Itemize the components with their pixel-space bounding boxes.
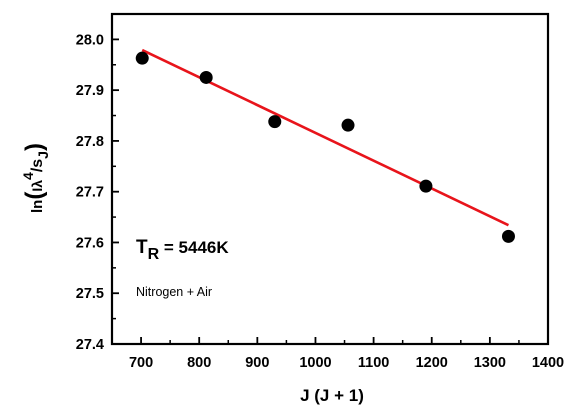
temperature-symbol: T <box>136 237 148 258</box>
y-title-sup: 4 <box>20 172 36 180</box>
data-points <box>135 51 515 243</box>
temperature-value: = 5446K <box>159 238 229 257</box>
y-title-slash: /s <box>29 159 46 172</box>
y-title-paren-open: ( <box>21 192 48 200</box>
data-point <box>501 229 515 243</box>
x-axis-title: J (J + 1) <box>300 386 364 405</box>
x-tick-label: 900 <box>245 355 269 371</box>
x-tick-label: 700 <box>129 355 153 371</box>
data-point <box>341 118 355 132</box>
x-tick-label: 1000 <box>299 355 331 371</box>
y-tick-label: 27.5 <box>76 286 104 302</box>
y-ticks <box>112 38 119 345</box>
x-tick-label: 1100 <box>358 355 389 371</box>
temperature-annotation: TR = 5446K <box>136 237 229 263</box>
x-tick-label: 800 <box>187 355 211 371</box>
y-tick-label: 28.0 <box>76 32 104 48</box>
x-ticks <box>140 337 549 344</box>
y-title-ln: ln <box>29 200 46 213</box>
data-point <box>419 179 433 193</box>
y-axis-title: ln(Iλ4/sJ) <box>20 143 51 213</box>
y-tick-labels: 27.4 27.5 27.6 27.7 27.8 27.9 28.0 <box>76 32 104 353</box>
x-tick-label: 1200 <box>416 355 448 371</box>
y-tick-label: 27.4 <box>76 337 104 353</box>
data-point <box>135 51 149 65</box>
y-title-sub: J <box>35 151 51 159</box>
y-title-lambda: Iλ <box>29 180 45 192</box>
x-tick-label: 1300 <box>474 355 506 371</box>
y-tick-label: 27.6 <box>76 235 104 251</box>
data-point <box>199 70 213 84</box>
gas-annotation: Nitrogen + Air <box>136 285 212 299</box>
temperature-subscript: R <box>148 246 160 263</box>
plot-frame <box>110 12 550 346</box>
x-tick-labels: 700 800 900 1000 1100 1200 1300 1400 <box>129 355 564 371</box>
fit-line <box>141 48 510 227</box>
svg-text:ln(Iλ4/sJ): ln(Iλ4/sJ) <box>20 143 51 213</box>
y-tick-label: 27.7 <box>76 185 104 201</box>
x-tick-label: 1400 <box>532 355 564 371</box>
y-tick-label: 27.9 <box>76 83 104 99</box>
y-title-paren-close: ) <box>21 143 48 151</box>
y-tick-label: 27.8 <box>76 134 104 150</box>
data-point <box>268 115 282 129</box>
